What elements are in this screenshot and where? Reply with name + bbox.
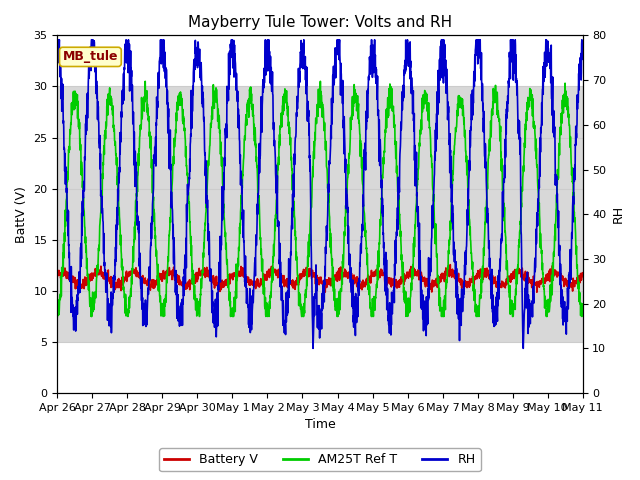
Battery V — [473, 272, 481, 278]
Battery V — [335, 266, 342, 272]
AM25T Ref T — [347, 115, 355, 120]
Legend: Battery V, AM25T Ref T, RH: Battery V, AM25T Ref T, RH — [159, 448, 481, 471]
Battery V — [54, 272, 61, 277]
AM25T Ref T — [54, 313, 61, 319]
Line: RH: RH — [58, 40, 582, 348]
Bar — [58, 86, 582, 342]
Battery V — [447, 262, 454, 267]
AM25T Ref T — [141, 78, 149, 84]
Battery V — [533, 289, 541, 295]
Y-axis label: RH: RH — [612, 205, 625, 223]
AM25T Ref T — [547, 289, 555, 295]
RH — [54, 46, 61, 52]
Battery V — [547, 268, 555, 274]
Line: Battery V: Battery V — [58, 264, 582, 292]
AM25T Ref T — [473, 312, 481, 318]
AM25T Ref T — [335, 297, 343, 303]
AM25T Ref T — [200, 245, 208, 251]
RH — [532, 235, 540, 240]
AM25T Ref T — [579, 311, 586, 316]
RH — [547, 42, 555, 48]
Title: Mayberry Tule Tower: Volts and RH: Mayberry Tule Tower: Volts and RH — [188, 15, 452, 30]
X-axis label: Time: Time — [305, 419, 335, 432]
AM25T Ref T — [532, 145, 540, 151]
RH — [309, 346, 317, 351]
RH — [347, 264, 355, 270]
RH — [335, 41, 343, 47]
RH — [473, 46, 481, 52]
Y-axis label: BattV (V): BattV (V) — [15, 186, 28, 243]
Battery V — [579, 271, 586, 277]
RH — [200, 114, 208, 120]
Line: AM25T Ref T: AM25T Ref T — [58, 81, 582, 316]
Battery V — [346, 274, 354, 279]
Text: MB_tule: MB_tule — [63, 50, 118, 63]
Battery V — [200, 267, 208, 273]
RH — [579, 43, 586, 48]
RH — [54, 37, 61, 43]
Battery V — [532, 279, 540, 285]
